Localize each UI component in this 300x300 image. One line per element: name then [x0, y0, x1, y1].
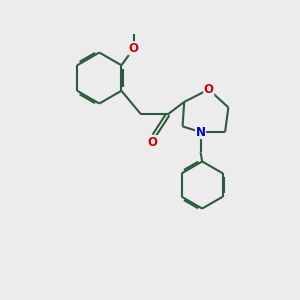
Text: N: N [196, 125, 206, 139]
Text: O: O [148, 136, 158, 148]
Text: O: O [204, 83, 214, 96]
Text: O: O [129, 42, 139, 55]
